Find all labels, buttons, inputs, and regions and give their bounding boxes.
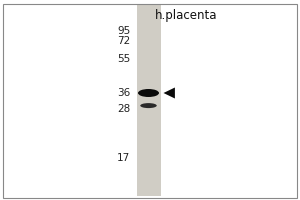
Ellipse shape xyxy=(138,89,159,97)
Bar xyxy=(136,5,160,196)
Text: 72: 72 xyxy=(117,36,130,46)
Text: h.placenta: h.placenta xyxy=(155,9,217,22)
Text: 28: 28 xyxy=(117,104,130,114)
Ellipse shape xyxy=(140,103,157,108)
Text: 36: 36 xyxy=(117,88,130,98)
Text: 95: 95 xyxy=(117,26,130,36)
Text: 55: 55 xyxy=(117,54,130,64)
Polygon shape xyxy=(164,88,175,98)
Text: 17: 17 xyxy=(117,153,130,163)
